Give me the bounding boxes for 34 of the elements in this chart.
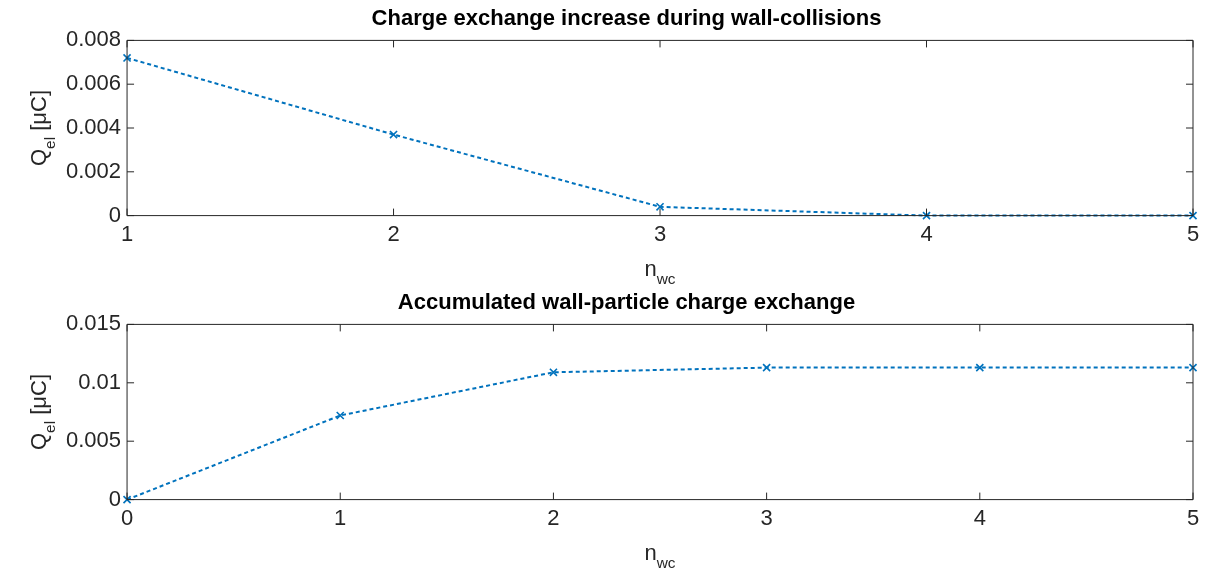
y-tick-label: 0.008 [65,26,122,52]
y-tick-label: 0.01 [78,368,122,394]
x-tick-label: 3 [653,220,667,246]
x-tick-label: 1 [334,504,347,530]
point [655,202,665,212]
x-tick-label: 3 [760,504,773,530]
point [922,211,931,220]
chart-title: Accumulated wall-particle charge exchange [397,289,856,315]
x-tick-label: 2 [547,504,560,530]
point [549,367,558,377]
x-tick-label: 2 [387,220,400,246]
point [122,495,132,504]
x-tick-label: 5 [1186,504,1200,530]
y-axis-title: Qel [μC] [26,374,58,450]
point [389,130,398,139]
point [1188,211,1198,220]
y-tick-label: 0.004 [65,114,122,140]
x-tick-label: 4 [920,220,933,246]
point [122,53,132,63]
point [762,363,771,372]
y-tick-label: 0.005 [65,427,122,453]
x-tick-label: 4 [973,504,986,530]
y-tick-label: 0 [108,485,122,511]
x-tick-label: 1 [120,220,134,246]
y-tick-label: 0.015 [65,310,122,336]
point [335,411,345,420]
y-tick-label: 0.006 [65,70,122,96]
point [975,363,985,372]
y-axis-title: Qel [μC] [26,90,58,166]
y-tick-label: 0.002 [65,157,122,183]
y-tick-label: 0 [108,201,122,227]
chart-title: Charge exchange increase during wall-collisions [371,5,882,31]
x-tick-label: 5 [1186,220,1200,246]
point [1188,363,1198,372]
